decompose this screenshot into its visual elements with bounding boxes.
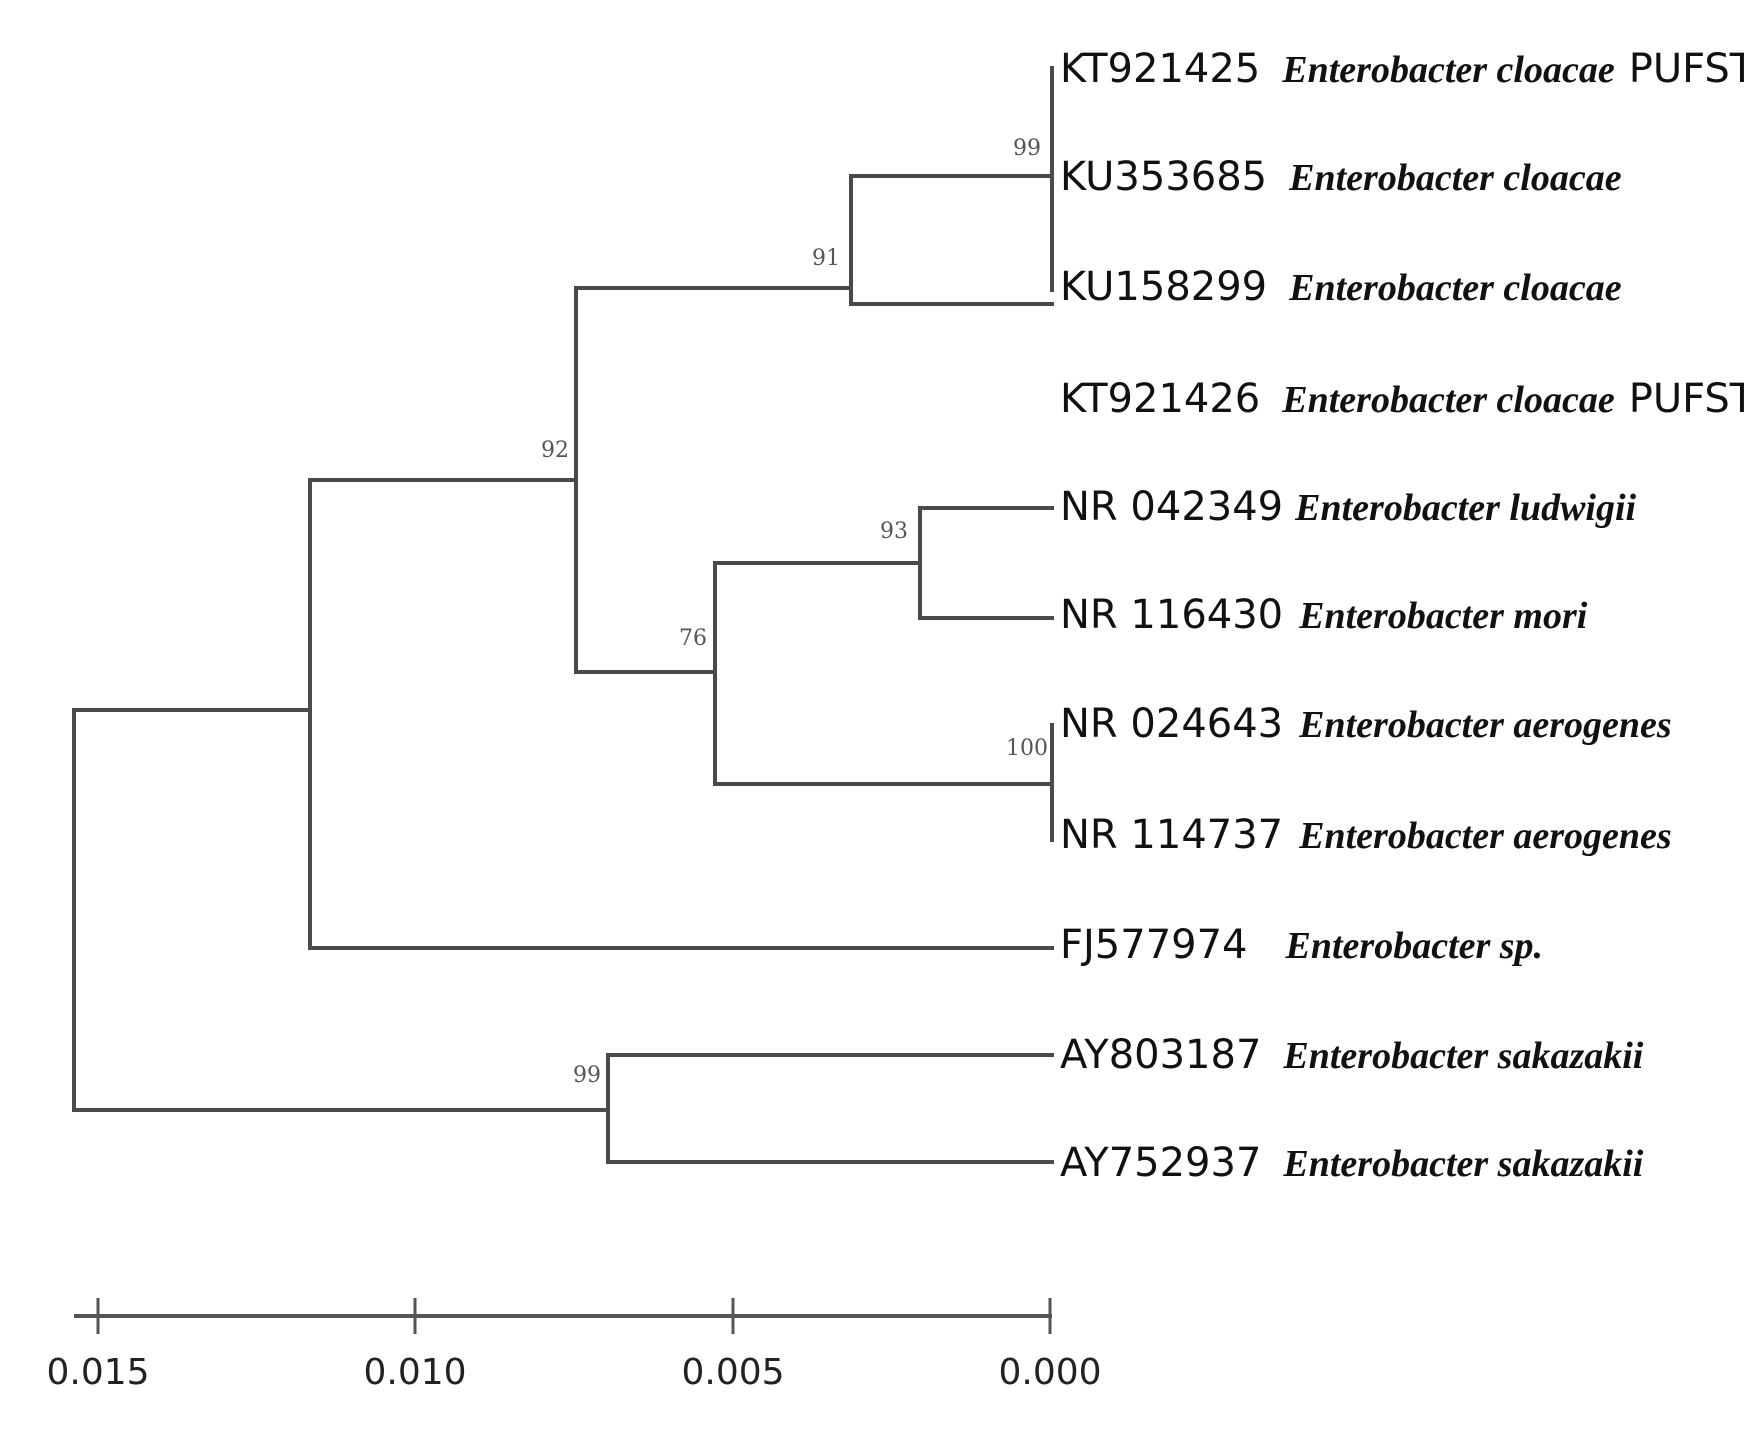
bootstrap-sakazakii: 99 [573,1063,601,1088]
taxon-species: Enterobacter sakazakii [1282,1143,1643,1185]
bootstrap-ludwigii-aerogenes: 76 [679,626,707,651]
taxon-accession: NR 024643 [1060,701,1283,747]
taxon-accession: NR 116430 [1060,592,1283,638]
scale-bar-label: 0.005 [681,1352,784,1393]
taxon-accession: KT921426 [1060,376,1260,422]
taxon-species: Enterobacter cloacae [1281,379,1615,421]
taxon-label: KU353685 Enterobacter cloacae [1060,154,1622,200]
taxon-label: KT921425 Enterobacter cloacae PUFSTP86* [1060,46,1744,92]
bootstrap-upper: 92 [541,438,569,463]
taxon-species: Enterobacter ludwigii [1294,487,1636,529]
taxon-accession: KU158299 [1060,264,1267,310]
taxon-accession: KU353685 [1060,154,1267,200]
bootstrap-ku-cloacae: 99 [1013,136,1041,161]
taxon-accession: KT921425 [1060,46,1260,92]
taxon-species: Enterobacter mori [1298,595,1588,637]
taxon-label: KT921426 Enterobacter cloacae PUFSTP92* [1060,376,1744,422]
taxon-accession: AY803187 [1060,1032,1261,1078]
taxon-label: AY752937 Enterobacter sakazakii [1060,1140,1644,1186]
scale-bar-label: 0.000 [998,1352,1101,1393]
taxon-species: Enterobacter aerogenes [1298,815,1672,857]
taxon-species: Enterobacter cloacae [1288,267,1622,309]
tree-branches [72,66,1054,1164]
taxon-label: NR 114737 Enterobacter aerogenes [1060,812,1672,858]
taxon-accession: FJ577974 [1060,922,1248,968]
taxon-strain: PUFSTP86* [1629,46,1744,92]
taxon-labels: KT921425 Enterobacter cloacae PUFSTP86* … [1060,46,1744,1186]
taxon-accession: AY752937 [1060,1140,1261,1186]
taxon-accession: NR 114737 [1060,812,1283,858]
scale-bar: 0.015 0.010 0.005 0.000 [46,1298,1102,1393]
taxon-label: FJ577974 Enterobacter sp. [1060,922,1543,968]
taxon-species: Enterobacter sp. [1285,925,1544,967]
taxon-species: Enterobacter aerogenes [1298,704,1672,746]
bootstrap-cloacae: 91 [812,246,840,271]
scale-bar-label: 0.015 [46,1352,149,1393]
bootstrap-values: 99 91 92 93 76 100 99 [541,136,1048,1088]
taxon-label: NR 042349 Enterobacter ludwigii [1060,484,1637,530]
bootstrap-aerogenes: 100 [1006,736,1048,761]
taxon-label: AY803187 Enterobacter sakazakii [1060,1032,1644,1078]
taxon-strain: PUFSTP92* [1629,376,1744,422]
taxon-species: Enterobacter cloacae [1281,49,1615,91]
taxon-label: NR 116430 Enterobacter mori [1060,592,1588,638]
taxon-label: KU158299 Enterobacter cloacae [1060,264,1622,310]
bootstrap-ludwigii-mori: 93 [880,519,908,544]
taxon-species: Enterobacter cloacae [1288,157,1622,199]
taxon-accession: NR 042349 [1060,484,1283,530]
scale-bar-label: 0.010 [363,1352,466,1393]
taxon-label: NR 024643 Enterobacter aerogenes [1060,701,1672,747]
taxon-species: Enterobacter sakazakii [1282,1035,1643,1077]
